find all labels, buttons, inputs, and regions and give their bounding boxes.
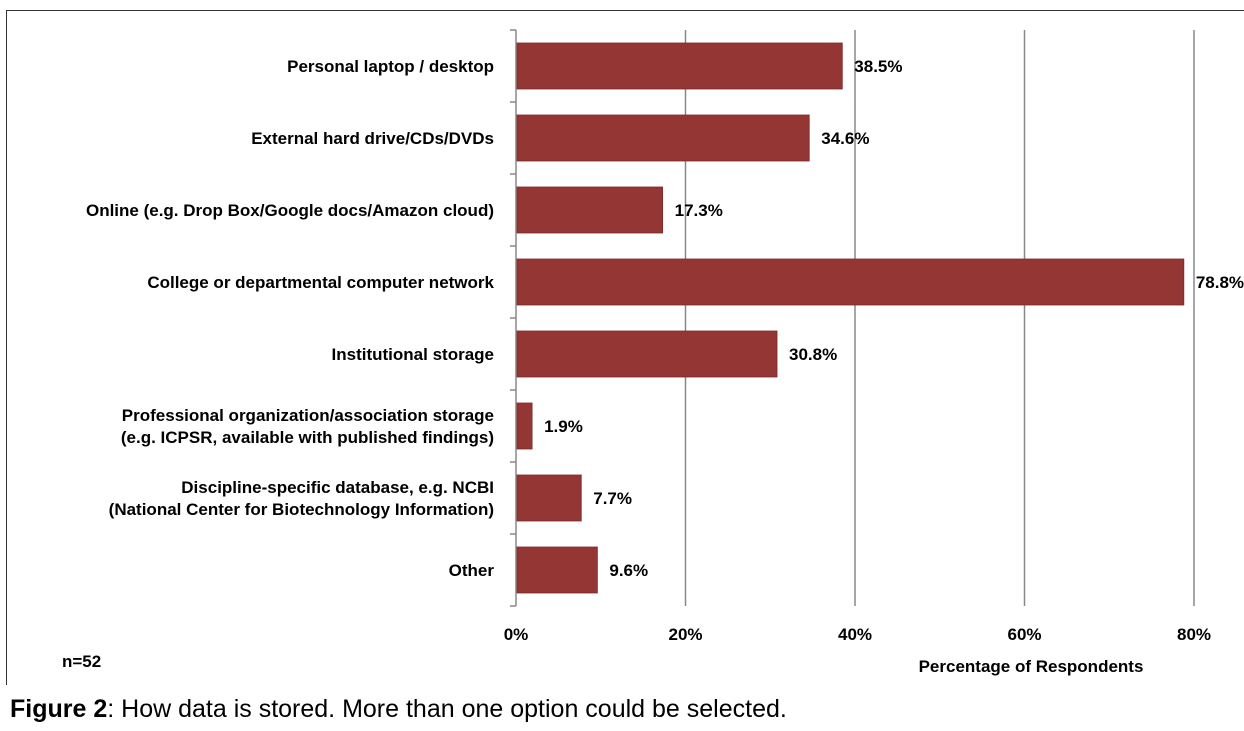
x-axis-title: Percentage of Respondents	[919, 657, 1144, 676]
x-tick-label: 80%	[1177, 625, 1211, 644]
figure-caption-text: : How data is stored. More than one opti…	[107, 695, 787, 723]
bar	[516, 186, 664, 234]
figure-caption-label: Figure 2	[10, 695, 108, 723]
x-tick-label: 0%	[504, 625, 529, 644]
category-label: College or departmental computer network	[147, 273, 494, 292]
bar	[516, 546, 598, 594]
bar-value-label: 38.5%	[854, 57, 902, 76]
category-label: Online (e.g. Drop Box/Google docs/Amazon…	[86, 201, 494, 220]
chart-frame	[6, 10, 1244, 685]
bar	[516, 114, 810, 162]
bar-value-label: 9.6%	[609, 561, 648, 580]
bars	[516, 42, 1185, 594]
category-label: Institutional storage	[332, 345, 494, 364]
x-tick-label: 40%	[838, 625, 872, 644]
labels: 0% 20% 40% 60% 80% 38.5% Personal laptop / des…	[86, 57, 1244, 644]
category-label: Personal laptop / desktop	[287, 57, 494, 76]
bar-value-label: 78.8%	[1196, 273, 1244, 292]
bar	[516, 474, 582, 522]
x-tick-label: 20%	[668, 625, 702, 644]
category-label: Professional organization/association st…	[122, 406, 494, 425]
bar-value-label: 30.8%	[789, 345, 837, 364]
category-label: (National Center for Biotechnology Infor…	[109, 500, 494, 519]
category-label: Other	[449, 561, 495, 580]
bar	[516, 402, 533, 450]
bar-value-label: 7.7%	[593, 489, 632, 508]
bar-value-label: 1.9%	[544, 417, 583, 436]
bar	[516, 330, 778, 378]
category-label: External hard drive/CDs/DVDs	[251, 129, 494, 148]
bar-value-label: 17.3%	[675, 201, 723, 220]
y-axis	[510, 29, 517, 607]
category-label: Discipline-specific database, e.g. NCBI	[181, 478, 494, 497]
sample-size-note: n=52	[62, 652, 101, 671]
x-tick-label: 60%	[1007, 625, 1041, 644]
bar	[516, 258, 1185, 306]
figure-caption: Figure 2: How data is stored. More than …	[10, 694, 787, 724]
bar-value-label: 34.6%	[821, 129, 869, 148]
category-label: (e.g. ICPSR, available with published fi…	[121, 428, 494, 447]
bar	[516, 42, 843, 90]
